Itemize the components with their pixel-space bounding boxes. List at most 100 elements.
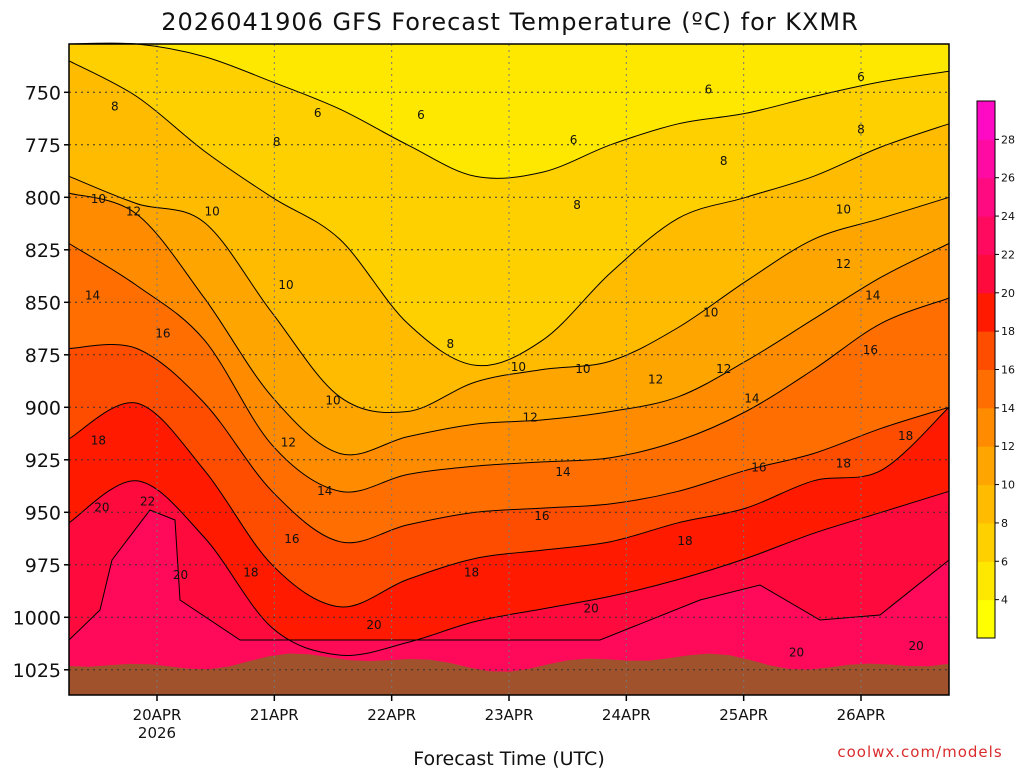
contour-label: 8: [720, 154, 728, 168]
colorbar-swatch: [977, 101, 995, 140]
colorbar-swatch: [977, 484, 995, 524]
contour-label: 10: [836, 202, 851, 216]
contour-label: 20: [173, 568, 188, 582]
grid-lines: [69, 44, 949, 695]
contour-label: 18: [898, 429, 913, 443]
colorbar-swatch: [977, 254, 995, 294]
x-tick-label: 23APR: [485, 706, 534, 724]
contour-label: 6: [417, 108, 425, 122]
contour-label: 16: [863, 343, 878, 357]
contour-label: 16: [534, 509, 549, 523]
contour-label: 14: [317, 484, 332, 498]
x-tick-label: 21APR: [250, 706, 299, 724]
contour-label: 10: [278, 278, 293, 292]
contour-label: 8: [857, 123, 865, 137]
contour-label: 6: [857, 70, 865, 84]
contour-label: 16: [284, 532, 299, 546]
contour-label: 18: [91, 433, 106, 447]
x-tick-label: 20APR: [133, 706, 182, 724]
colorbar-swatch: [977, 407, 995, 447]
x-tick-label: 24APR: [602, 706, 651, 724]
colorbar-swatch: [977, 446, 995, 486]
x-tick-label: 26APR: [837, 706, 886, 724]
contour-label: 8: [573, 198, 581, 212]
contour-label: 12: [836, 257, 851, 271]
colorbar-swatch: [977, 599, 995, 639]
contour-label: 20: [909, 639, 924, 653]
credit-text: coolwx.com/models: [837, 743, 1002, 761]
contour-label: 10: [511, 360, 526, 374]
isotherm-10: [68, 175, 950, 414]
isotherm-14: [68, 243, 950, 493]
contour-label: 14: [744, 391, 759, 405]
contour-label: 18: [243, 566, 258, 580]
contour-label: 22: [140, 494, 155, 508]
colorbar-tick-label: 28: [1001, 133, 1015, 146]
contour-label: 12: [522, 410, 537, 424]
contour-label: 20: [94, 501, 109, 515]
colorbar-tick-label: 4: [1001, 594, 1008, 607]
contour-label: 18: [464, 566, 479, 580]
contour-label: 16: [155, 326, 170, 340]
contour-labels: 8 6 6 6 6 6 8 8 8 8 8 10 10 10 10 10 10 10 10 12 12 12 12 12 12 1…: [85, 70, 924, 659]
contour-label: 12: [126, 205, 141, 219]
colorbar-swatch: [977, 292, 995, 332]
x-axis-label: Forecast Time (UTC): [413, 748, 604, 768]
colorbar-tick-label: 12: [1001, 440, 1015, 453]
contour-label: 12: [716, 362, 731, 376]
colorbar-swatch: [977, 561, 995, 601]
contour-label: 20: [789, 646, 804, 660]
colorbar-tick-label: 18: [1001, 325, 1015, 338]
isotherm-20: [68, 480, 950, 657]
contour-label: 6: [705, 83, 713, 97]
colorbar: 4 6 8 10 12 14 16 18 20 22 24 26 28: [976, 100, 1015, 639]
y-tick-label: 775: [25, 135, 61, 157]
colorbar-swatch: [977, 139, 995, 179]
y-tick-label: 925: [25, 450, 61, 472]
colorbar-tick-label: 24: [1001, 210, 1015, 223]
contour-label: 14: [555, 465, 570, 479]
contour-label: 10: [703, 305, 718, 319]
colorbar-tick-label: 26: [1001, 172, 1015, 185]
y-tick-label: 850: [25, 292, 61, 314]
contour-label: 10: [575, 362, 590, 376]
contour-label: 16: [751, 461, 766, 475]
contour-label: 6: [570, 133, 578, 147]
chart-title: 2026041906 GFS Forecast Temperature (ºC)…: [161, 8, 859, 36]
contour-label: 12: [648, 373, 663, 387]
x-tick-label: 22APR: [367, 706, 416, 724]
isotherm-12: [68, 192, 950, 456]
colorbar-tick-label: 14: [1001, 402, 1015, 415]
contour-label: 6: [314, 106, 322, 120]
y-tick-label: 1000: [13, 607, 61, 629]
colorbar-tick-label: 6: [1001, 555, 1008, 568]
contour-label: 18: [836, 457, 851, 471]
contour-label: 10: [325, 394, 340, 408]
contour-label: 10: [205, 205, 220, 219]
colorbar-swatch: [977, 331, 995, 370]
y-tick-label: 1025: [13, 660, 61, 682]
colorbar-tick-label: 22: [1001, 248, 1015, 261]
isotherm-lines: [68, 42, 950, 657]
contour-label: 20: [583, 601, 598, 615]
contour-label: 12: [281, 436, 296, 450]
isotherm-8: [68, 60, 950, 367]
colorbar-tick-label: 8: [1001, 517, 1008, 530]
y-tick-label: 950: [25, 502, 61, 524]
colorbar-tick-label: 10: [1001, 479, 1015, 492]
contour-label: 14: [865, 289, 880, 303]
colorbar-swatch: [977, 216, 995, 255]
y-tick-label: 825: [25, 240, 61, 262]
colorbar-tick-label: 16: [1001, 364, 1015, 377]
contour-label: 8: [273, 135, 281, 149]
x-tick-label: 25APR: [719, 706, 768, 724]
y-tick-label: 875: [25, 345, 61, 367]
x-tick-sublabel: 2026: [138, 724, 176, 742]
contour-label: 14: [85, 289, 100, 303]
colorbar-tick-label: 20: [1001, 287, 1015, 300]
contour-label: 8: [447, 337, 455, 351]
colorbar-swatch: [977, 177, 995, 217]
contour-label: 8: [111, 100, 119, 114]
